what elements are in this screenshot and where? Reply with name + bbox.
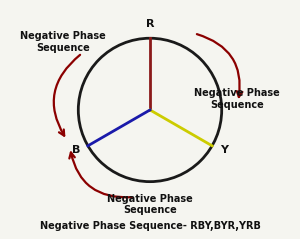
Text: Negative Phase Sequence- RBY,BYR,YRB: Negative Phase Sequence- RBY,BYR,YRB xyxy=(40,221,260,231)
Text: Negative Phase
Sequence: Negative Phase Sequence xyxy=(194,88,280,110)
Text: Negative Phase
Sequence: Negative Phase Sequence xyxy=(107,194,193,215)
Text: R: R xyxy=(146,19,154,29)
FancyArrowPatch shape xyxy=(197,34,242,97)
FancyArrowPatch shape xyxy=(54,55,80,136)
Text: Y: Y xyxy=(220,145,228,155)
Text: Negative Phase
Sequence: Negative Phase Sequence xyxy=(20,31,106,53)
Text: B: B xyxy=(72,145,80,155)
FancyArrowPatch shape xyxy=(69,152,132,197)
